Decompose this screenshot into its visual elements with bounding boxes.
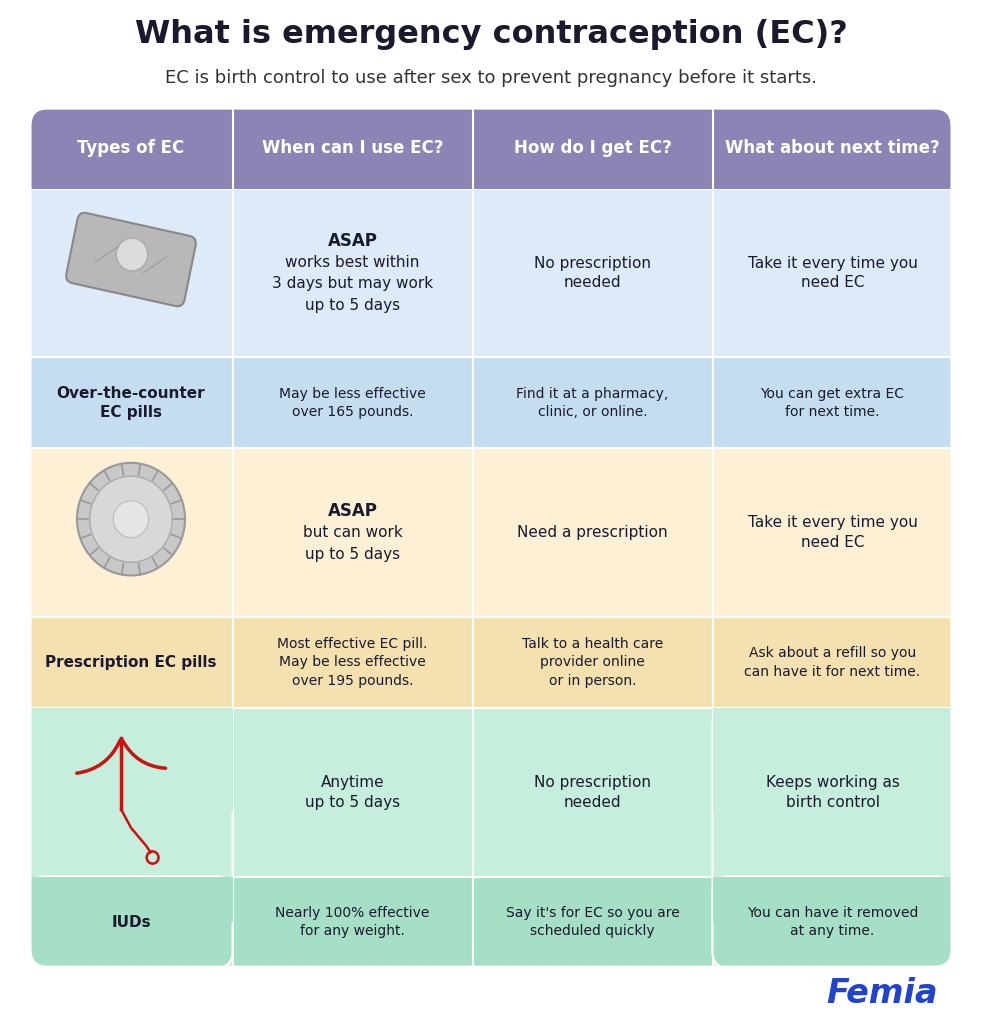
Circle shape (89, 476, 172, 562)
Bar (29, 449, 233, 616)
Text: Need a prescription: Need a prescription (518, 525, 668, 540)
Bar (713, 877, 953, 922)
Bar (472, 188, 713, 357)
Bar (472, 877, 713, 968)
Text: Prescription EC pills: Prescription EC pills (45, 655, 217, 670)
FancyBboxPatch shape (713, 877, 953, 968)
Text: Say it's for EC so you are
scheduled quickly: Say it's for EC so you are scheduled qui… (506, 906, 680, 938)
Text: Over-the-counter
EC pills: Over-the-counter EC pills (57, 386, 205, 420)
Bar (233, 357, 472, 449)
Text: You can get extra EC
for next time.: You can get extra EC for next time. (760, 387, 904, 419)
Text: up to 5 days: up to 5 days (305, 298, 400, 312)
Bar (713, 449, 953, 616)
FancyBboxPatch shape (713, 708, 953, 968)
Text: Nearly 100% effective
for any weight.: Nearly 100% effective for any weight. (275, 906, 430, 938)
Bar (233, 616, 472, 708)
Text: May be less effective
over 165 pounds.: May be less effective over 165 pounds. (279, 387, 426, 419)
Text: What about next time?: What about next time? (725, 139, 940, 157)
Circle shape (113, 501, 148, 538)
Text: When can I use EC?: When can I use EC? (262, 139, 443, 157)
Bar (29, 148, 953, 188)
Bar (29, 708, 233, 812)
Text: Ask about a refill so you
can have it for next time.: Ask about a refill so you can have it fo… (744, 646, 920, 679)
FancyBboxPatch shape (29, 708, 233, 968)
Text: IUDs: IUDs (111, 914, 151, 930)
Bar (472, 616, 713, 708)
Bar (713, 188, 953, 357)
Text: works best within: works best within (286, 255, 419, 269)
Bar (233, 188, 472, 357)
Bar (29, 877, 233, 922)
Bar (472, 357, 713, 449)
Text: 3 days but may work: 3 days but may work (272, 276, 433, 291)
Bar (233, 877, 472, 968)
Text: ASAP: ASAP (328, 502, 377, 520)
FancyBboxPatch shape (29, 108, 953, 968)
Text: Take it every time you
need EC: Take it every time you need EC (747, 515, 917, 550)
Circle shape (116, 239, 147, 271)
Text: Types of EC: Types of EC (78, 139, 185, 157)
Text: Femia: Femia (826, 977, 938, 1010)
Text: Find it at a pharmacy,
clinic, or online.: Find it at a pharmacy, clinic, or online… (517, 387, 669, 419)
Text: What is emergency contraception (EC)?: What is emergency contraception (EC)? (135, 19, 847, 50)
Text: Keeps working as
birth control: Keeps working as birth control (766, 775, 900, 810)
Bar (713, 708, 953, 812)
Text: No prescription
needed: No prescription needed (534, 256, 651, 291)
Text: Anytime
up to 5 days: Anytime up to 5 days (305, 775, 400, 810)
Bar (29, 357, 233, 449)
Bar (29, 616, 233, 708)
FancyBboxPatch shape (66, 213, 195, 306)
Text: Talk to a health care
provider online
or in person.: Talk to a health care provider online or… (521, 637, 663, 688)
Text: How do I get EC?: How do I get EC? (514, 139, 672, 157)
Text: but can work: but can work (302, 525, 403, 540)
Bar (472, 708, 713, 877)
Text: Take it every time you
need EC: Take it every time you need EC (747, 256, 917, 291)
Text: ASAP: ASAP (328, 231, 377, 250)
Bar (233, 708, 472, 877)
Bar (233, 449, 472, 616)
Text: Most effective EC pill.
May be less effective
over 195 pounds.: Most effective EC pill. May be less effe… (277, 637, 428, 688)
Bar (472, 449, 713, 616)
Text: up to 5 days: up to 5 days (305, 547, 400, 561)
Bar (713, 357, 953, 449)
Text: No prescription
needed: No prescription needed (534, 775, 651, 810)
Text: You can have it removed
at any time.: You can have it removed at any time. (747, 906, 918, 938)
Text: EC is birth control to use after sex to prevent pregnancy before it starts.: EC is birth control to use after sex to … (165, 69, 817, 87)
Bar (29, 188, 233, 357)
FancyBboxPatch shape (29, 877, 233, 968)
FancyBboxPatch shape (29, 108, 953, 188)
Bar (713, 616, 953, 708)
Circle shape (77, 463, 185, 575)
